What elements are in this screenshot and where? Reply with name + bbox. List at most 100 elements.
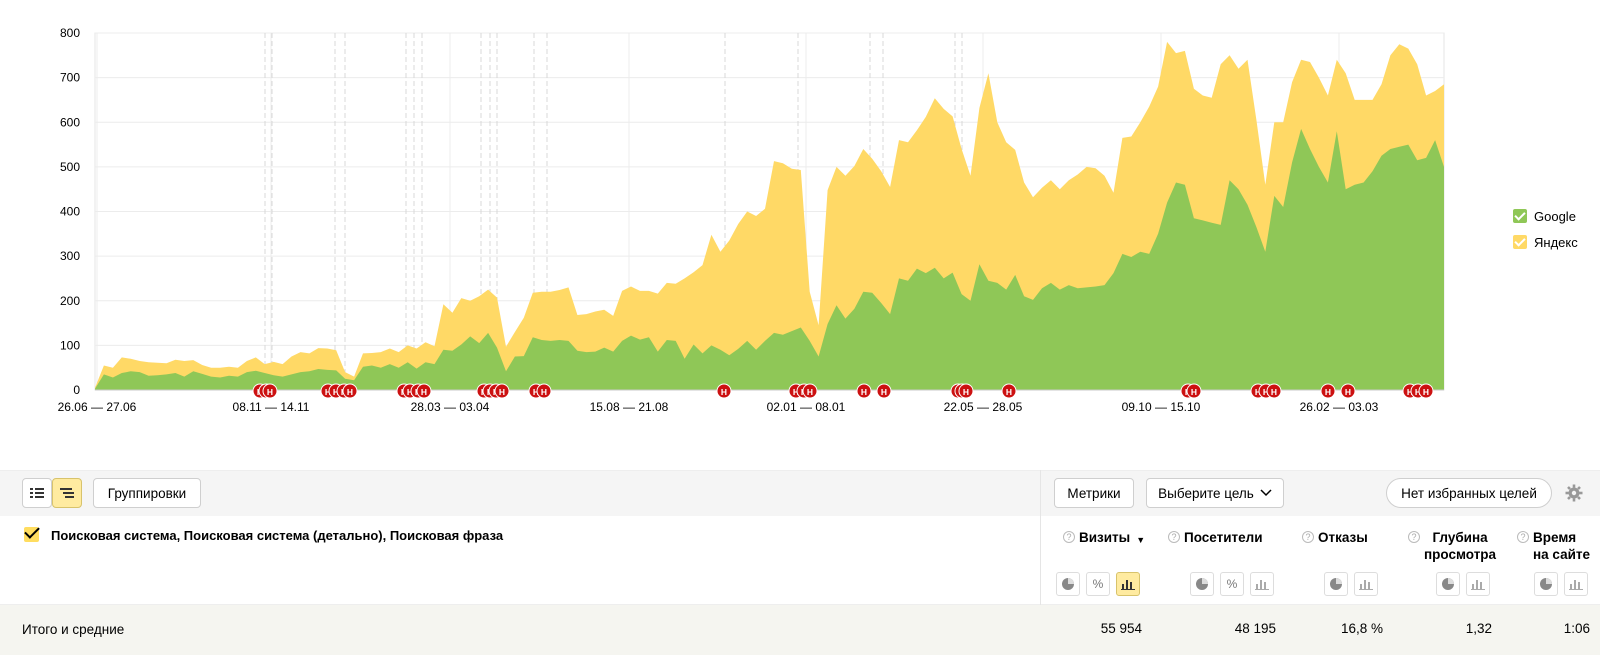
bar-chart-button[interactable] xyxy=(1466,572,1490,596)
annotation-letter: Н xyxy=(1006,387,1012,397)
column-header-depth[interactable]: ? Глубина просмотра xyxy=(1408,529,1496,563)
y-tick-label: 400 xyxy=(60,205,80,219)
bar-chart-icon xyxy=(1121,580,1135,590)
bar-chart-icon xyxy=(1359,580,1373,590)
annotation-letter: Н xyxy=(807,387,813,397)
favorite-goals-button[interactable]: Нет избранных целей xyxy=(1386,478,1552,508)
annotation-letter: Н xyxy=(861,387,867,397)
annotation-marker xyxy=(342,383,358,399)
pie-chart-button[interactable] xyxy=(1056,572,1080,596)
bar-chart-button[interactable] xyxy=(1564,572,1588,596)
pie-chart-button[interactable] xyxy=(1190,572,1214,596)
annotation-letter: Н xyxy=(541,387,547,397)
annotation-letter: Н xyxy=(407,387,413,397)
annotation-marker xyxy=(1320,383,1336,399)
list-icon xyxy=(30,488,44,498)
help-icon[interactable]: ? xyxy=(1168,531,1180,543)
bar-chart-button[interactable] xyxy=(1354,572,1378,596)
x-tick-label: 08.11 — 14.11 xyxy=(233,400,310,414)
column-header-time[interactable]: ? Время на сайте xyxy=(1517,529,1590,563)
column-header-visitors[interactable]: ? Посетители xyxy=(1168,529,1263,546)
help-icon[interactable]: ? xyxy=(1063,531,1075,543)
y-tick-label: 200 xyxy=(60,294,80,308)
annotation-letter: Н xyxy=(347,387,353,397)
series-area-google xyxy=(95,128,1444,390)
column-label: Время xyxy=(1533,530,1577,545)
tree-view-button[interactable] xyxy=(52,478,82,508)
y-tick-label: 100 xyxy=(60,338,80,352)
annotation-marker xyxy=(1266,383,1282,399)
x-tick-label: 02.01 — 08.01 xyxy=(767,400,846,414)
column-label: Посетители xyxy=(1184,530,1263,545)
total-bounces: 16,8 % xyxy=(1340,621,1383,636)
y-tick-label: 600 xyxy=(60,115,80,129)
percent-icon: % xyxy=(1092,577,1104,591)
column-header-visits[interactable]: ? Визиты ▼ xyxy=(1063,529,1145,549)
gear-icon[interactable] xyxy=(1565,484,1583,507)
y-tick-label: 800 xyxy=(60,26,80,40)
x-tick-label: 22.05 — 28.05 xyxy=(944,400,1023,414)
column-label-2: на сайте xyxy=(1533,547,1591,562)
y-tick-label: 500 xyxy=(60,160,80,174)
checkbox-icon[interactable] xyxy=(1513,235,1527,249)
annotation-marker xyxy=(494,383,510,399)
totals-row xyxy=(0,605,1600,655)
metrics-button[interactable]: Метрики xyxy=(1054,478,1134,508)
percent-button[interactable]: % xyxy=(1086,572,1110,596)
bar-chart-button[interactable] xyxy=(1116,572,1140,596)
help-icon[interactable]: ? xyxy=(1302,531,1314,543)
help-icon[interactable]: ? xyxy=(1408,531,1420,543)
chart-area: 0 100 200 300 400 500 600 700 800 26.06 — 27.06 08… xyxy=(0,0,1600,470)
annotation-marker xyxy=(416,383,432,399)
sort-desc-icon[interactable]: ▼ xyxy=(1136,535,1146,545)
column-label-2: просмотра xyxy=(1424,547,1497,562)
column-label: Отказы xyxy=(1318,530,1368,545)
percent-button[interactable]: % xyxy=(1220,572,1244,596)
y-tick-label: 300 xyxy=(60,249,80,263)
dimensions-title: Поисковая система, Поисковая система (де… xyxy=(51,528,504,543)
help-icon[interactable]: ? xyxy=(1517,531,1529,543)
annotation-letter: Н xyxy=(1423,387,1429,397)
annotation-letter: Н xyxy=(963,387,969,397)
annotation-marker xyxy=(536,383,552,399)
column-header-bounces[interactable]: ? Отказы xyxy=(1302,529,1368,546)
annotation-marker xyxy=(262,383,278,399)
bar-chart-icon xyxy=(1569,580,1583,590)
legend-item-yandex[interactable]: Яндекс xyxy=(1513,229,1578,255)
annotation-letter: Н xyxy=(421,387,427,397)
annotation-letter: Н xyxy=(267,387,273,397)
annotation-marker xyxy=(1186,383,1202,399)
column-label: Визиты xyxy=(1079,530,1131,545)
goal-select-label: Выберите цель xyxy=(1158,485,1254,501)
total-visits: 55 954 xyxy=(1100,621,1142,636)
column-label-wrap: Глубина просмотра xyxy=(1424,529,1496,563)
pie-chart-button[interactable] xyxy=(1534,572,1558,596)
bar-chart-icon xyxy=(1255,580,1269,590)
legend-label: Яндекс xyxy=(1534,234,1578,250)
y-tick-label: 0 xyxy=(73,383,80,397)
legend-item-google[interactable]: Google xyxy=(1513,203,1578,229)
pie-chart-button[interactable] xyxy=(1436,572,1460,596)
groupings-button[interactable]: Группировки xyxy=(93,478,201,508)
pie-icon xyxy=(1196,578,1208,590)
report-toolbar xyxy=(0,470,1600,516)
list-view-button[interactable] xyxy=(22,478,52,508)
annotation-letter: Н xyxy=(793,387,799,397)
annotation-letter: Н xyxy=(1345,387,1351,397)
pie-chart-button[interactable] xyxy=(1324,572,1348,596)
annotation-letter: Н xyxy=(325,387,331,397)
checkbox-icon[interactable] xyxy=(24,527,39,542)
annotation-letter: Н xyxy=(499,387,505,397)
annotation-marker xyxy=(856,383,872,399)
goal-select[interactable]: Выберите цель xyxy=(1146,478,1284,508)
column-label: Глубина xyxy=(1432,530,1488,545)
x-tick-label: 15.08 — 21.08 xyxy=(590,400,669,414)
bar-chart-button[interactable] xyxy=(1250,572,1274,596)
annotation-letter: Н xyxy=(1191,387,1197,397)
chevron-down-icon xyxy=(1260,489,1272,497)
annotation-letter: Н xyxy=(1271,387,1277,397)
annotation-letter: Н xyxy=(533,387,539,397)
annotation-marker xyxy=(958,383,974,399)
totals-label: Итого и средние xyxy=(22,622,125,637)
checkbox-icon[interactable] xyxy=(1513,209,1527,223)
